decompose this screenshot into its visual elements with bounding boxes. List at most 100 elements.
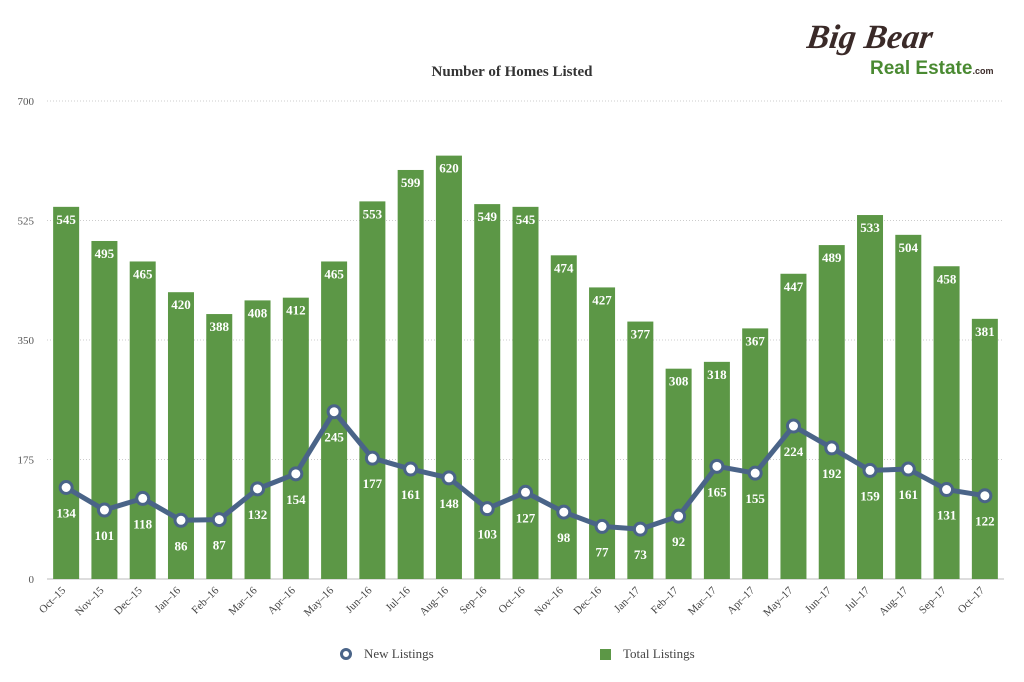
x-tick-label: Jul–17 (843, 584, 873, 614)
line-point (518, 484, 533, 500)
line-point (824, 440, 840, 456)
logo-line1: Big Bear (806, 19, 936, 56)
x-tick-label: Jan–17 (612, 584, 643, 615)
legend-item-new-listings[interactable]: New Listings (340, 646, 434, 662)
line-point (594, 518, 610, 534)
x-tick-label: Jun–17 (803, 584, 834, 615)
bar-value-label: 381 (975, 324, 995, 339)
bar-value-label: 318 (707, 367, 727, 382)
bar-value-label: 533 (860, 220, 880, 235)
bar (627, 321, 654, 579)
line-point (173, 512, 189, 528)
bar (91, 240, 118, 579)
line-point (364, 450, 380, 466)
line-point (632, 521, 648, 537)
y-tick-label: 0 (29, 574, 35, 586)
bar (474, 204, 501, 579)
bar (971, 318, 998, 579)
line-point (671, 508, 687, 524)
x-tick-label: Apr–16 (266, 584, 299, 617)
x-tick-label: Nov–16 (532, 584, 566, 618)
line-point (326, 404, 342, 420)
x-tick-label: May–16 (302, 584, 337, 619)
bar (589, 287, 616, 579)
bar (742, 328, 769, 579)
line-value-label: 122 (975, 514, 995, 529)
line-value-label: 132 (248, 507, 268, 522)
line-value-label: 127 (516, 510, 536, 525)
bar (244, 300, 271, 579)
line-value-label: 245 (324, 430, 344, 445)
line-value-label: 73 (634, 547, 648, 562)
line-value-label: 103 (477, 527, 497, 542)
bar (359, 201, 386, 579)
line-value-label: 177 (363, 476, 383, 491)
bar-value-label: 504 (899, 240, 919, 255)
bar (895, 234, 922, 579)
line-value-label: 77 (596, 544, 610, 559)
x-tick-label: Sep–16 (458, 584, 490, 616)
legend-item-total-listings[interactable]: Total Listings (600, 646, 695, 662)
logo-line2: Real Estate (870, 58, 972, 79)
legend-label-total-listings: Total Listings (623, 646, 695, 661)
bar-value-label: 388 (210, 319, 230, 334)
line-point (441, 470, 457, 486)
line-value-label: 148 (439, 496, 459, 511)
x-tick-label: Oct–17 (956, 584, 988, 616)
bar (857, 215, 884, 579)
bar-value-label: 599 (401, 175, 421, 190)
line-point (250, 481, 266, 497)
line-point (479, 501, 495, 517)
line-value-label: 118 (133, 516, 152, 531)
bar-value-label: 465 (324, 266, 344, 281)
line-value-label: 134 (56, 505, 76, 520)
chart-title: Number of Homes Listed (431, 64, 593, 80)
bar-value-label: 367 (745, 333, 765, 348)
x-tick-label: Apr–17 (725, 584, 758, 617)
bar-value-label: 553 (363, 206, 383, 221)
line-value-label: 192 (822, 466, 842, 481)
bar-value-label: 308 (669, 374, 689, 389)
bar-value-label: 474 (554, 260, 574, 275)
y-tick-label: 700 (18, 96, 35, 108)
bar-value-label: 465 (133, 266, 153, 281)
bar-value-label: 377 (631, 327, 651, 342)
x-tick-label: Feb–17 (649, 584, 681, 616)
line-point (939, 482, 955, 498)
bar (167, 292, 194, 579)
x-tick-label: Dec–15 (112, 584, 145, 617)
line-value-label: 165 (707, 484, 727, 499)
bar-value-label: 549 (477, 209, 497, 224)
x-tick-label: Aug–17 (877, 584, 911, 618)
bar-value-label: 427 (592, 292, 612, 307)
line-value-label: 154 (286, 492, 306, 507)
line-value-label: 86 (174, 538, 188, 553)
x-tick-label: Oct–16 (496, 584, 528, 616)
line-point (785, 418, 801, 434)
line-value-label: 161 (401, 487, 421, 502)
y-tick-label: 525 (18, 216, 35, 228)
bar (129, 261, 156, 579)
line-point (288, 466, 304, 482)
bar (818, 245, 845, 579)
line-value-label: 161 (899, 487, 919, 502)
x-tick-label: Mar–17 (686, 584, 719, 617)
x-tick-label: Jan–16 (153, 584, 184, 615)
svg-text:Real Estate.com: Real Estate.com (870, 58, 993, 79)
line-value-label: 159 (860, 488, 880, 503)
bar-value-label: 489 (822, 250, 842, 265)
x-tick-label: Aug–16 (418, 584, 452, 618)
line-value-label: 87 (213, 538, 227, 553)
line-value-label: 131 (937, 508, 957, 523)
line-point (556, 504, 572, 520)
bar-value-label: 495 (95, 246, 115, 261)
bar (665, 368, 692, 579)
line-value-label: 224 (784, 444, 804, 459)
line-point (58, 479, 74, 495)
line-point (709, 458, 725, 474)
bar (550, 255, 577, 579)
logo-suffix: .com (972, 66, 993, 76)
y-tick-label: 175 (18, 455, 35, 467)
bar-value-label: 545 (56, 212, 76, 227)
